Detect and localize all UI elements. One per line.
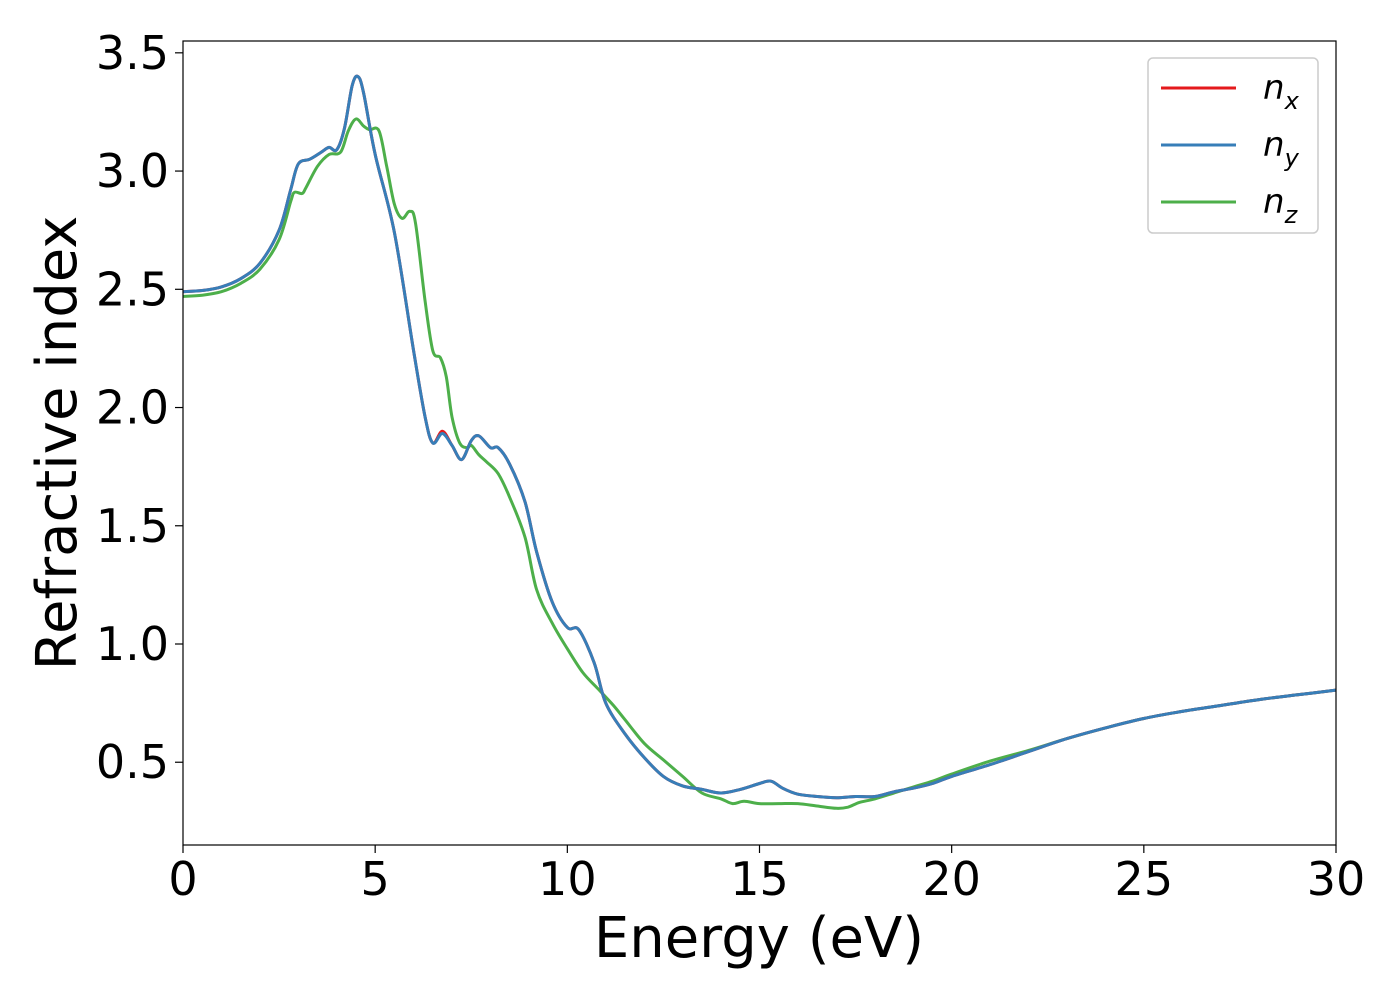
x-axis: 0 5 10 15 20 25 30	[168, 845, 1365, 906]
legend-label-subscript: z	[1284, 201, 1299, 229]
legend-label-nz: nz	[1263, 182, 1299, 229]
legend-label-base: n	[1263, 182, 1285, 222]
y-tick-label: 1.5	[96, 499, 169, 553]
legend-label-base: n	[1263, 125, 1285, 165]
x-tick-label: 5	[361, 852, 390, 906]
y-tick-label: 2.0	[96, 381, 169, 435]
x-tick-label: 0	[168, 852, 197, 906]
legend-label-subscript: y	[1284, 144, 1300, 172]
x-axis-label: Energy (eV)	[594, 906, 924, 971]
x-tick-label: 25	[1115, 852, 1174, 906]
x-tick-label: 20	[922, 852, 981, 906]
x-tick-label: 30	[1307, 852, 1366, 906]
legend-label-base: n	[1263, 68, 1285, 108]
series-layer	[183, 74, 1336, 810]
y-axis-label: Refractive index	[25, 216, 90, 671]
y-tick-label: 3.5	[96, 26, 169, 80]
y-tick-label: 1.0	[96, 617, 169, 671]
y-tick-label: 3.0	[96, 144, 169, 198]
y-axis: 0.5 1.0 1.5 2.0 2.5 3.0 3.5	[96, 26, 183, 789]
y-tick-label: 0.5	[96, 735, 169, 789]
legend-label-subscript: x	[1284, 87, 1300, 115]
legend-label-ny: ny	[1263, 125, 1300, 172]
legend-label-nx: nx	[1263, 68, 1300, 115]
x-tick-label: 15	[730, 852, 789, 906]
y-tick-label: 2.5	[96, 262, 169, 316]
series-line-ny	[183, 74, 1336, 800]
x-tick-label: 10	[538, 852, 597, 906]
